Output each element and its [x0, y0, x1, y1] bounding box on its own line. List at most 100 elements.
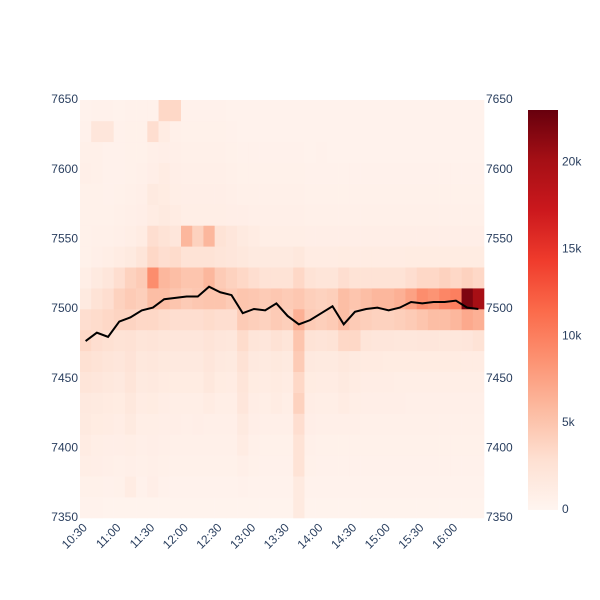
- heatmap-cell: [259, 100, 272, 122]
- heatmap-cell: [158, 162, 171, 184]
- heatmap-cell: [91, 309, 103, 331]
- heatmap-cell: [450, 246, 462, 268]
- heatmap-cell: [225, 455, 238, 477]
- heatmap-cell: [304, 267, 316, 289]
- heatmap-cell: [158, 246, 171, 268]
- heatmap-cell: [293, 100, 305, 122]
- heatmap-cell: [203, 120, 215, 143]
- heatmap-cell: [169, 100, 182, 122]
- heatmap-cell: [450, 309, 462, 331]
- heatmap-cell: [326, 162, 339, 184]
- heatmap-cell: [169, 392, 182, 414]
- heatmap-cell: [192, 267, 204, 289]
- heatmap-cell: [169, 455, 182, 477]
- heatmap-cell: [203, 100, 215, 122]
- heatmap-cell: [461, 309, 474, 331]
- heatmap-cell: [181, 120, 193, 143]
- heatmap-cell: [169, 141, 182, 163]
- heatmap-cell: [326, 371, 339, 393]
- heatmap-cell: [158, 350, 171, 372]
- heatmap-cell: [450, 434, 462, 456]
- heatmap-cell: [237, 476, 249, 498]
- heatmap-cell: [338, 288, 350, 310]
- heatmap-cell: [248, 267, 260, 289]
- heatmap-cell: [293, 162, 305, 184]
- heatmap-cell: [80, 120, 92, 143]
- heatmap-cell: [371, 371, 384, 393]
- x-tick-label: 13:30: [261, 520, 292, 551]
- heatmap-cell: [293, 309, 305, 331]
- heatmap-cell: [192, 246, 204, 268]
- heatmap-cell: [326, 350, 339, 372]
- heatmap-cell: [450, 204, 462, 226]
- heatmap-cell: [124, 141, 137, 163]
- heatmap-cell: [203, 350, 215, 372]
- heatmap-cell: [270, 183, 283, 205]
- heatmap-cell: [270, 225, 283, 247]
- heatmap-cell: [181, 267, 193, 289]
- heatmap-cell: [124, 371, 137, 393]
- heatmap-cell: [293, 392, 305, 414]
- heatmap-cell: [293, 225, 305, 247]
- heatmap-cell: [439, 267, 451, 289]
- heatmap-cell: [214, 392, 227, 414]
- heatmap-cell: [360, 225, 373, 247]
- heatmap-cell: [405, 309, 417, 331]
- heatmap-cell: [124, 288, 137, 310]
- heatmap-cell: [80, 371, 92, 393]
- heatmap-cell: [427, 141, 440, 163]
- heatmap-cell: [147, 413, 159, 435]
- heatmap-cell: [113, 434, 126, 456]
- heatmap-cell: [427, 371, 440, 393]
- heatmap-cell: [383, 371, 395, 393]
- heatmap-cell: [416, 120, 429, 143]
- x-tick-label: 14:00: [295, 520, 326, 551]
- heatmap-cell: [338, 162, 350, 184]
- heatmap-cell: [248, 309, 260, 331]
- heatmap-cell: [237, 371, 249, 393]
- heatmap-cell: [270, 100, 283, 122]
- heatmap-cell: [113, 476, 126, 498]
- heatmap-cell: [203, 267, 215, 289]
- heatmap-cell: [326, 225, 339, 247]
- heatmap-cell: [371, 309, 384, 331]
- heatmap-cell: [304, 162, 316, 184]
- heatmap-cell: [237, 329, 249, 352]
- heatmap-cell: [225, 497, 238, 519]
- heatmap-cell: [181, 476, 193, 498]
- heatmap-cell: [439, 455, 451, 477]
- heatmap-cell: [169, 497, 182, 519]
- heatmap-cell: [282, 141, 294, 163]
- heatmap-cell: [450, 267, 462, 289]
- heatmap-cell: [147, 392, 159, 414]
- heatmap-cell: [360, 497, 373, 519]
- heatmap-cell: [158, 434, 171, 456]
- heatmap-cell: [416, 288, 429, 310]
- heatmap-cell: [158, 204, 171, 226]
- heatmap-cell: [450, 413, 462, 435]
- heatmap-cell: [136, 120, 148, 143]
- heatmap-cell: [136, 162, 148, 184]
- heatmap-cell: [315, 120, 328, 143]
- heatmap-cell: [383, 120, 395, 143]
- heatmap-cell: [349, 497, 361, 519]
- heatmap-cell: [472, 350, 485, 372]
- heatmap-cell: [450, 476, 462, 498]
- heatmap-cell: [394, 100, 406, 122]
- heatmap-cell: [259, 497, 272, 519]
- colorbar-tick-label: 5k: [562, 415, 576, 429]
- heatmap-cell: [91, 371, 103, 393]
- heatmap-cell: [136, 183, 148, 205]
- heatmap-cell: [124, 476, 137, 498]
- heatmap-cell: [405, 350, 417, 372]
- heatmap-cell: [158, 183, 171, 205]
- heatmap-cell: [338, 141, 350, 163]
- heatmap-cell: [293, 413, 305, 435]
- heatmap-cell: [282, 413, 294, 435]
- heatmap-cell: [338, 204, 350, 226]
- heatmap-cell: [472, 497, 485, 519]
- heatmap-cell: [304, 455, 316, 477]
- heatmap-cell: [80, 246, 92, 268]
- heatmap-cell: [248, 455, 260, 477]
- heatmap-cell: [472, 183, 485, 205]
